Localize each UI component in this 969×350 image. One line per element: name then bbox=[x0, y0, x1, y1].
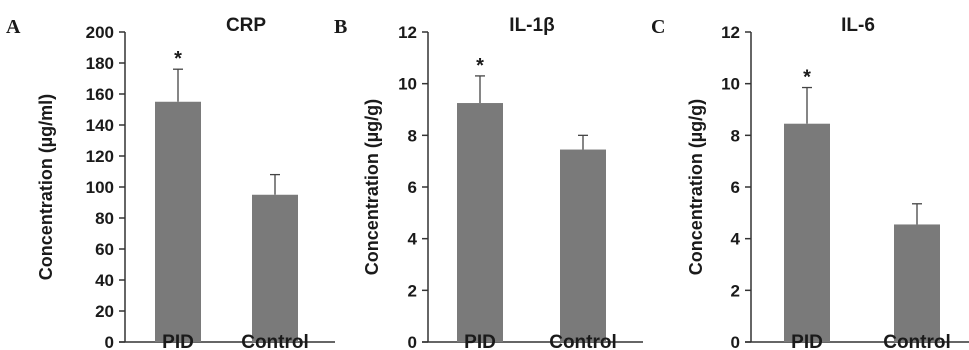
bar-control bbox=[894, 224, 940, 342]
y-tick-label: 6 bbox=[408, 178, 417, 197]
x-category-label: Control bbox=[549, 332, 617, 350]
y-tick-label: 2 bbox=[408, 281, 417, 300]
y-tick-label: 4 bbox=[731, 230, 741, 249]
y-tick-label: 180 bbox=[86, 54, 114, 73]
bar-control bbox=[560, 149, 606, 342]
y-tick-label: 12 bbox=[398, 23, 417, 42]
x-category-label: Control bbox=[883, 332, 951, 350]
bar-control bbox=[252, 194, 298, 342]
y-axis-title: Concentration (µg/g) bbox=[686, 99, 706, 275]
y-tick-label: 60 bbox=[95, 240, 114, 259]
y-tick-label: 40 bbox=[95, 271, 114, 290]
y-tick-label: 160 bbox=[86, 85, 114, 104]
y-tick-label: 8 bbox=[731, 126, 740, 145]
y-tick-label: 140 bbox=[86, 116, 114, 135]
y-tick-label: 100 bbox=[86, 178, 114, 197]
y-tick-label: 8 bbox=[408, 126, 417, 145]
x-category-label: PID bbox=[791, 332, 823, 350]
significance-mark: * bbox=[174, 48, 182, 70]
y-tick-label: 0 bbox=[731, 333, 740, 350]
y-tick-label: 0 bbox=[105, 333, 114, 350]
bar-pid bbox=[457, 103, 503, 343]
y-tick-label: 2 bbox=[731, 281, 740, 300]
y-tick-label: 120 bbox=[86, 147, 114, 166]
y-tick-label: 80 bbox=[95, 209, 114, 228]
x-category-label: PID bbox=[464, 332, 496, 350]
y-tick-label: 0 bbox=[408, 333, 417, 350]
bar-pid bbox=[155, 101, 201, 342]
x-category-label: Control bbox=[241, 332, 309, 350]
significance-mark: * bbox=[803, 67, 811, 89]
y-tick-label: 10 bbox=[398, 75, 417, 94]
panel-title: IL-1β bbox=[509, 15, 554, 36]
y-tick-label: 4 bbox=[408, 230, 418, 249]
panel-letter: C bbox=[651, 16, 665, 38]
y-tick-label: 10 bbox=[721, 75, 740, 94]
panel-title: IL-6 bbox=[841, 15, 875, 36]
panel-letter: A bbox=[6, 16, 21, 38]
y-tick-label: 200 bbox=[86, 23, 114, 42]
bar-pid bbox=[784, 123, 830, 342]
panel-letter: B bbox=[334, 16, 347, 38]
y-axis-title: Concentration (µg/ml) bbox=[36, 94, 56, 280]
y-tick-label: 20 bbox=[95, 302, 114, 321]
x-category-label: PID bbox=[162, 332, 194, 350]
y-tick-label: 6 bbox=[731, 178, 740, 197]
y-axis-title: Concentration (µg/g) bbox=[362, 99, 382, 275]
y-tick-label: 12 bbox=[721, 23, 740, 42]
significance-mark: * bbox=[476, 55, 484, 77]
panel-title: CRP bbox=[226, 15, 266, 36]
